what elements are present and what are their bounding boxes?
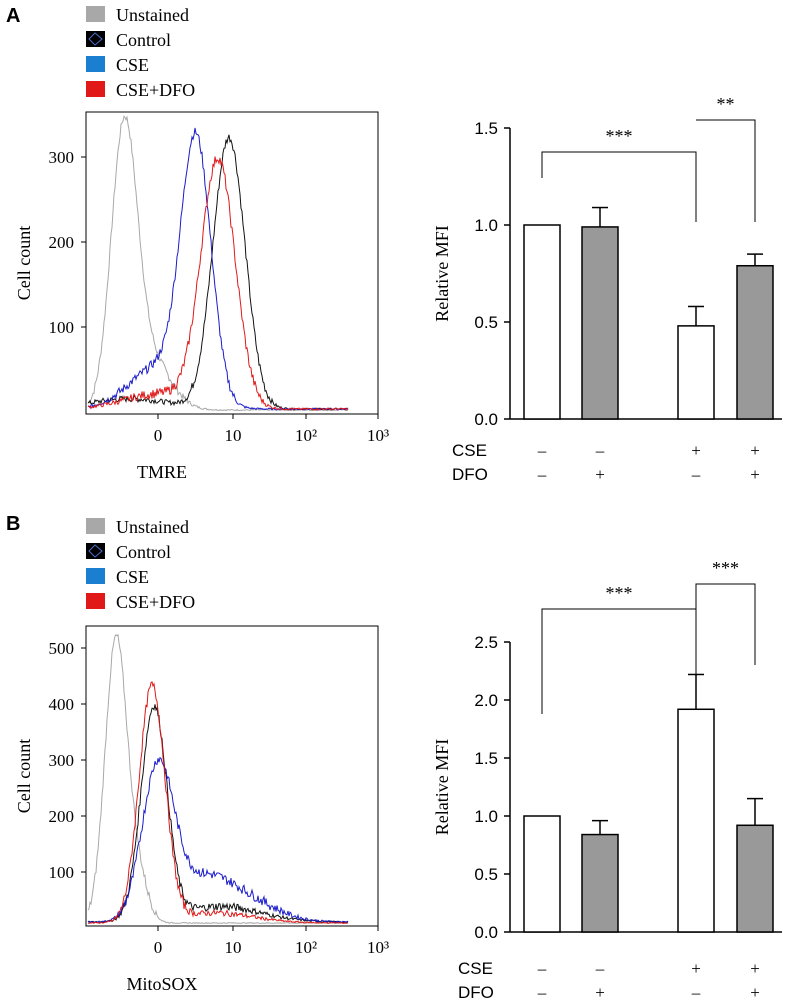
- bar-ytick-label: 0.5: [474, 313, 498, 332]
- legend-control-swatch: [86, 31, 105, 47]
- bar-cse: [677, 708, 715, 933]
- curve-unstained: [87, 633, 349, 925]
- sig-bracket-2: [696, 119, 756, 222]
- legend-cse-swatch: [86, 56, 105, 72]
- sig-bracket-1: [541, 151, 697, 222]
- legend-control-label: Control: [116, 30, 171, 50]
- legend-unstained-swatch: [86, 518, 105, 534]
- legend-unstained-label: Unstained: [116, 5, 189, 25]
- legend-cse-dfo-label: CSE+DFO: [116, 80, 195, 100]
- panel-label-a: A: [6, 5, 20, 27]
- curve-control: [87, 134, 349, 411]
- legend-unstained-label: Unstained: [116, 517, 189, 537]
- histogram-xlabel: MitoSOX: [126, 974, 197, 994]
- histogram-xtick-label: 10³: [367, 938, 389, 957]
- curve-cse: [87, 756, 349, 924]
- histogram-ylabel: Cell count: [14, 739, 34, 814]
- histogram-frame: [85, 625, 379, 927]
- bar-ylabel: Relative MFI: [432, 225, 452, 322]
- row-label-dfo: DFO: [452, 465, 488, 484]
- bar-dfo: [581, 226, 619, 420]
- bar-control: [523, 224, 561, 420]
- histogram-xtick-label: 10: [225, 426, 242, 445]
- legend-unstained-swatch: [86, 6, 105, 22]
- legend-control-marker-icon: [88, 32, 103, 46]
- bar-ytick-label: 1.0: [474, 807, 498, 826]
- cse-mark: +: [750, 441, 760, 460]
- bar-ytick-label: 0.5: [474, 865, 498, 884]
- histogram-frame: [85, 111, 379, 415]
- curve-cse-dfo: [87, 681, 349, 924]
- dfo-mark: –: [691, 465, 701, 484]
- bar-cse-dfo: [736, 264, 774, 420]
- legend-control-label: Control: [116, 542, 171, 562]
- bar-cse: [677, 325, 715, 420]
- row-label-dfo: DFO: [458, 983, 494, 1001]
- legend-control-marker-icon: [88, 544, 103, 558]
- histogram-xtick-label: 10: [225, 938, 242, 957]
- legend-control-swatch: [86, 543, 105, 559]
- bar-dfo: [581, 833, 619, 933]
- curve-cse: [88, 127, 349, 411]
- dfo-mark: –: [537, 465, 547, 484]
- legend-cse-swatch: [86, 568, 105, 584]
- bar-cse-dfo: [736, 824, 774, 933]
- cse-mark: +: [691, 959, 701, 978]
- sig-bracket-1: [541, 608, 697, 714]
- cse-mark: +: [691, 441, 701, 460]
- sig-label-1: ***: [606, 126, 633, 146]
- cse-mark: –: [595, 441, 605, 460]
- bar-control: [523, 815, 561, 933]
- histogram-xtick-label: 0: [154, 938, 163, 957]
- histogram-ytick-label: 300: [49, 148, 75, 167]
- legend-cse-dfo-swatch: [86, 593, 105, 609]
- histogram-ytick-label: 100: [49, 318, 75, 337]
- histogram-ytick-label: 100: [49, 863, 75, 882]
- dfo-mark: –: [691, 983, 701, 1001]
- legend-cse-label: CSE: [116, 55, 149, 75]
- curve-control: [87, 704, 349, 924]
- histogram-ytick-label: 200: [49, 233, 75, 252]
- sig-label-2: **: [717, 94, 735, 114]
- bar-ytick-label: 2.5: [474, 633, 498, 652]
- legend-cse-dfo-swatch: [86, 81, 105, 97]
- bar-ytick-label: 0.0: [474, 410, 498, 429]
- histogram-ytick-label: 500: [49, 639, 75, 658]
- histogram-xlabel: TMRE: [137, 462, 187, 482]
- histogram-ytick-label: 200: [49, 807, 75, 826]
- sig-bracket-2: [695, 583, 756, 694]
- bar-ytick-label: 2.0: [474, 691, 498, 710]
- dfo-mark: –: [537, 983, 547, 1001]
- bar-ytick-label: 0.0: [474, 923, 498, 942]
- panel-label-b: B: [6, 513, 20, 535]
- sig-label-2: ***: [712, 558, 739, 578]
- legend-cse-dfo-label: CSE+DFO: [116, 592, 195, 612]
- histogram-ytick-label: 400: [49, 695, 75, 714]
- histogram-xtick-label: 0: [154, 426, 163, 445]
- cse-mark: +: [750, 959, 760, 978]
- bar-ylabel: Relative MFI: [432, 739, 452, 836]
- cse-mark: –: [537, 959, 547, 978]
- dfo-mark: +: [595, 465, 605, 484]
- histogram-ylabel: Cell count: [14, 226, 34, 301]
- dfo-mark: +: [750, 983, 760, 1001]
- bar-ytick-label: 1.5: [474, 119, 498, 138]
- histogram-xtick-label: 10²: [295, 938, 317, 957]
- cse-mark: –: [537, 441, 547, 460]
- curve-cse-dfo: [87, 156, 349, 411]
- dfo-mark: +: [750, 465, 760, 484]
- sig-label-1: ***: [606, 583, 633, 603]
- dfo-mark: +: [595, 983, 605, 1001]
- row-label-cse: CSE: [452, 441, 487, 460]
- bar-ytick-label: 1.5: [474, 749, 498, 768]
- legend-cse-label: CSE: [116, 567, 149, 587]
- cse-mark: –: [595, 959, 605, 978]
- histogram-xtick-label: 10²: [295, 426, 317, 445]
- row-label-cse: CSE: [458, 959, 493, 978]
- histogram-xtick-label: 10³: [367, 426, 389, 445]
- histogram-ytick-label: 300: [49, 751, 75, 770]
- bar-ytick-label: 1.0: [474, 216, 498, 235]
